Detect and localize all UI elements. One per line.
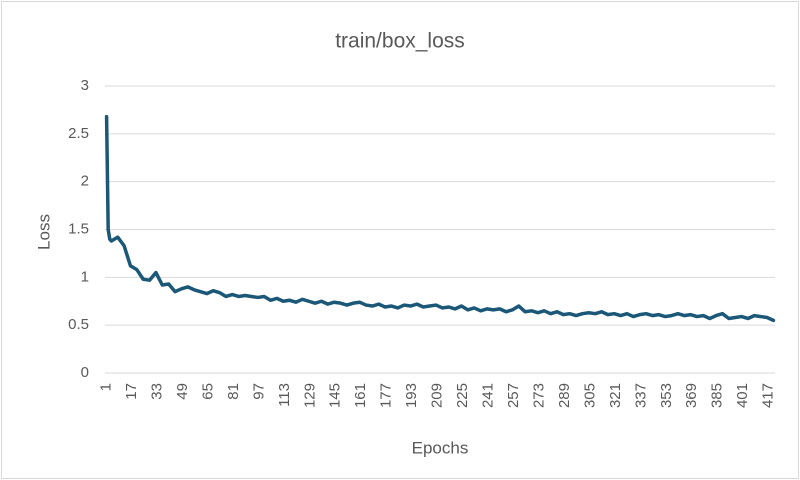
x-tick-label: 417 [760,383,777,408]
x-tick-label: 177 [378,383,395,408]
x-tick-label: 65 [199,383,216,400]
x-tick-label: 161 [352,383,369,408]
plot-area [104,114,776,323]
y-tick-label: 2.5 [68,125,89,142]
x-tick-label: 113 [276,383,293,407]
x-tick-label: 305 [581,383,598,408]
x-tick-label: 321 [607,383,624,408]
y-axis-label: Loss [34,214,53,250]
x-tick-label: 385 [709,383,726,408]
x-tick-label: 49 [174,383,191,400]
x-tick-label: 401 [734,383,751,408]
x-tick-label: 353 [658,383,675,408]
y-tick-label: 1.5 [68,220,89,237]
x-tick-label: 225 [454,383,471,408]
x-tick-label: 145 [327,383,344,408]
x-tick-label: 193 [403,383,420,408]
x-tick-label: 337 [632,383,649,408]
x-tick-label: 33 [148,383,165,400]
x-tick-label: 81 [225,383,242,400]
data-line [104,114,776,323]
y-tick-label: 1 [81,268,89,285]
grid [105,85,775,374]
x-tick-label: 257 [505,383,522,408]
x-tick-label: 289 [556,383,573,408]
x-tick-label: 369 [683,383,700,408]
x-axis-label: Epochs [412,438,469,457]
x-tick-label: 273 [530,383,547,408]
y-tick-label: 0.5 [68,316,89,333]
x-tick-label: 17 [123,383,140,400]
y-tick-label: 3 [81,77,89,94]
x-tick-label: 129 [301,383,318,408]
chart-title: train/box_loss [335,30,465,53]
x-tick-label: 209 [429,383,446,408]
x-tick-label: 241 [480,383,497,408]
x-tick-label: 97 [250,383,267,400]
y-tick-label: 2 [81,173,89,190]
x-tick-label: 1 [98,383,115,391]
y-tick-label: 0 [81,364,89,381]
